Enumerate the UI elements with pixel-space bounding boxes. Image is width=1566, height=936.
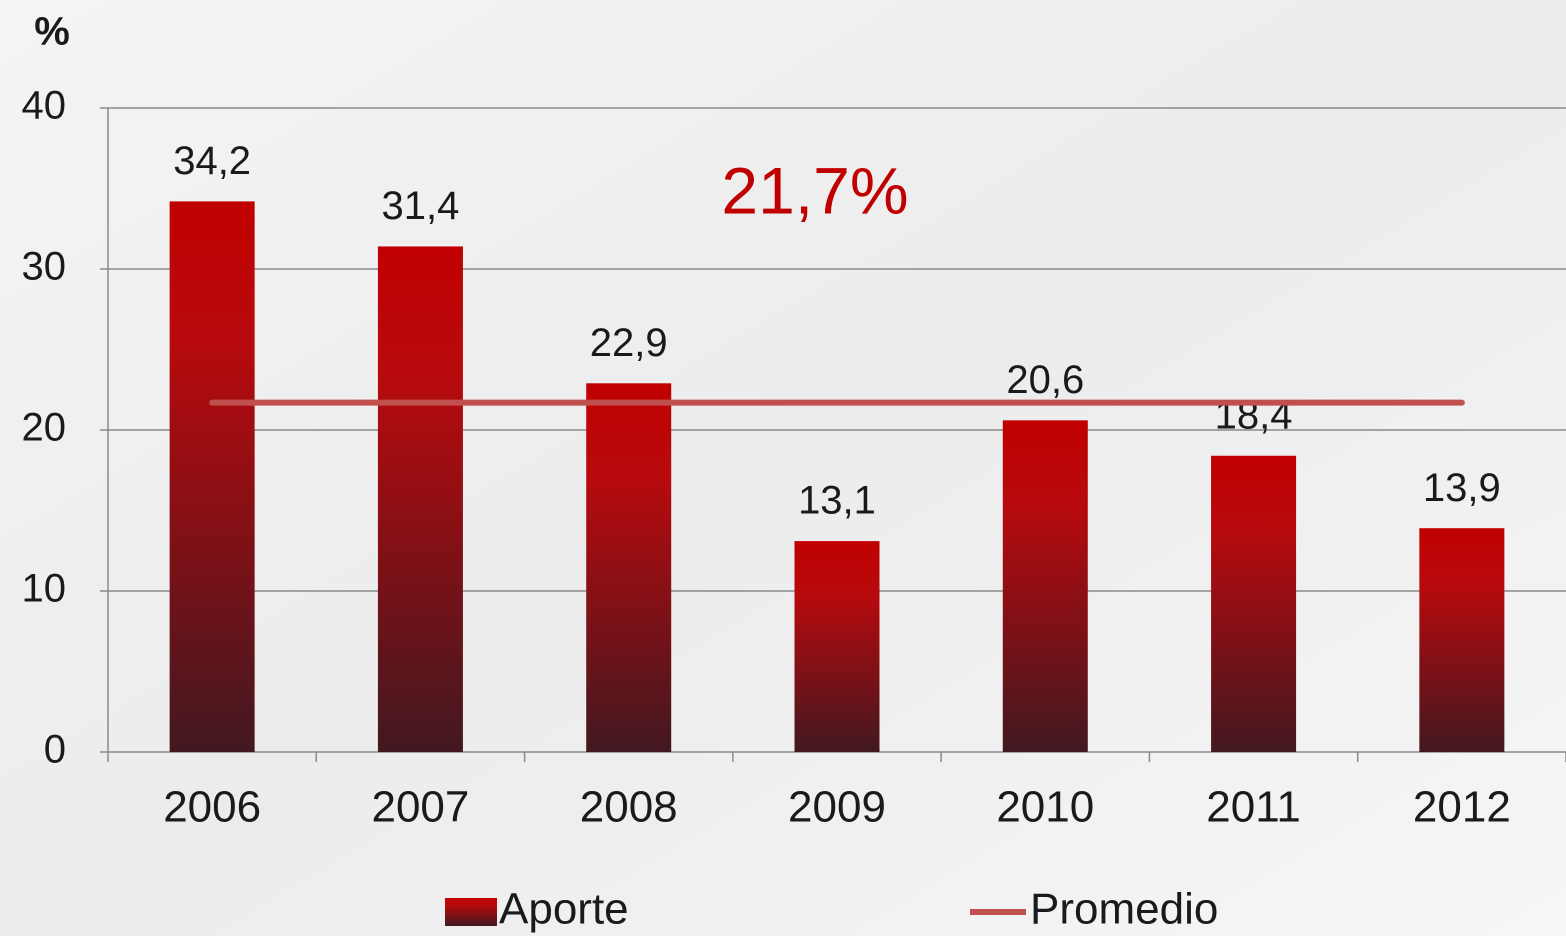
bar (1002, 420, 1088, 752)
bar (1419, 528, 1505, 752)
x-tick-label: 2008 (580, 783, 678, 832)
legend-swatch (445, 898, 497, 926)
data-label: 13,1 (798, 479, 876, 523)
data-label: 13,9 (1423, 466, 1501, 510)
bar (794, 541, 880, 752)
legend-label: Aporte (499, 885, 629, 934)
bar (1211, 455, 1297, 752)
bar (377, 246, 463, 752)
y-tick-label: 20 (22, 406, 67, 450)
data-label: 20,6 (1006, 358, 1084, 402)
x-tick-label: 2012 (1413, 783, 1511, 832)
x-tick-label: 2009 (788, 783, 886, 832)
y-tick-label: 30 (22, 245, 67, 289)
y-tick-label: 10 (22, 567, 67, 611)
y-tick-label: 40 (22, 84, 67, 128)
y-axis-label: % (34, 10, 70, 54)
legend-label: Promedio (1030, 885, 1218, 934)
bar (586, 383, 672, 752)
x-tick-label: 2011 (1206, 783, 1301, 832)
annotation: 21,7% (721, 153, 908, 227)
x-tick-label: 2006 (163, 783, 261, 832)
data-label: 34,2 (173, 139, 251, 183)
data-label: 22,9 (590, 321, 668, 365)
bar (169, 201, 255, 752)
y-tick-label: 0 (44, 728, 66, 772)
x-tick-label: 2010 (996, 783, 1094, 832)
x-tick-label: 2007 (371, 783, 469, 832)
data-label: 31,4 (381, 184, 459, 228)
